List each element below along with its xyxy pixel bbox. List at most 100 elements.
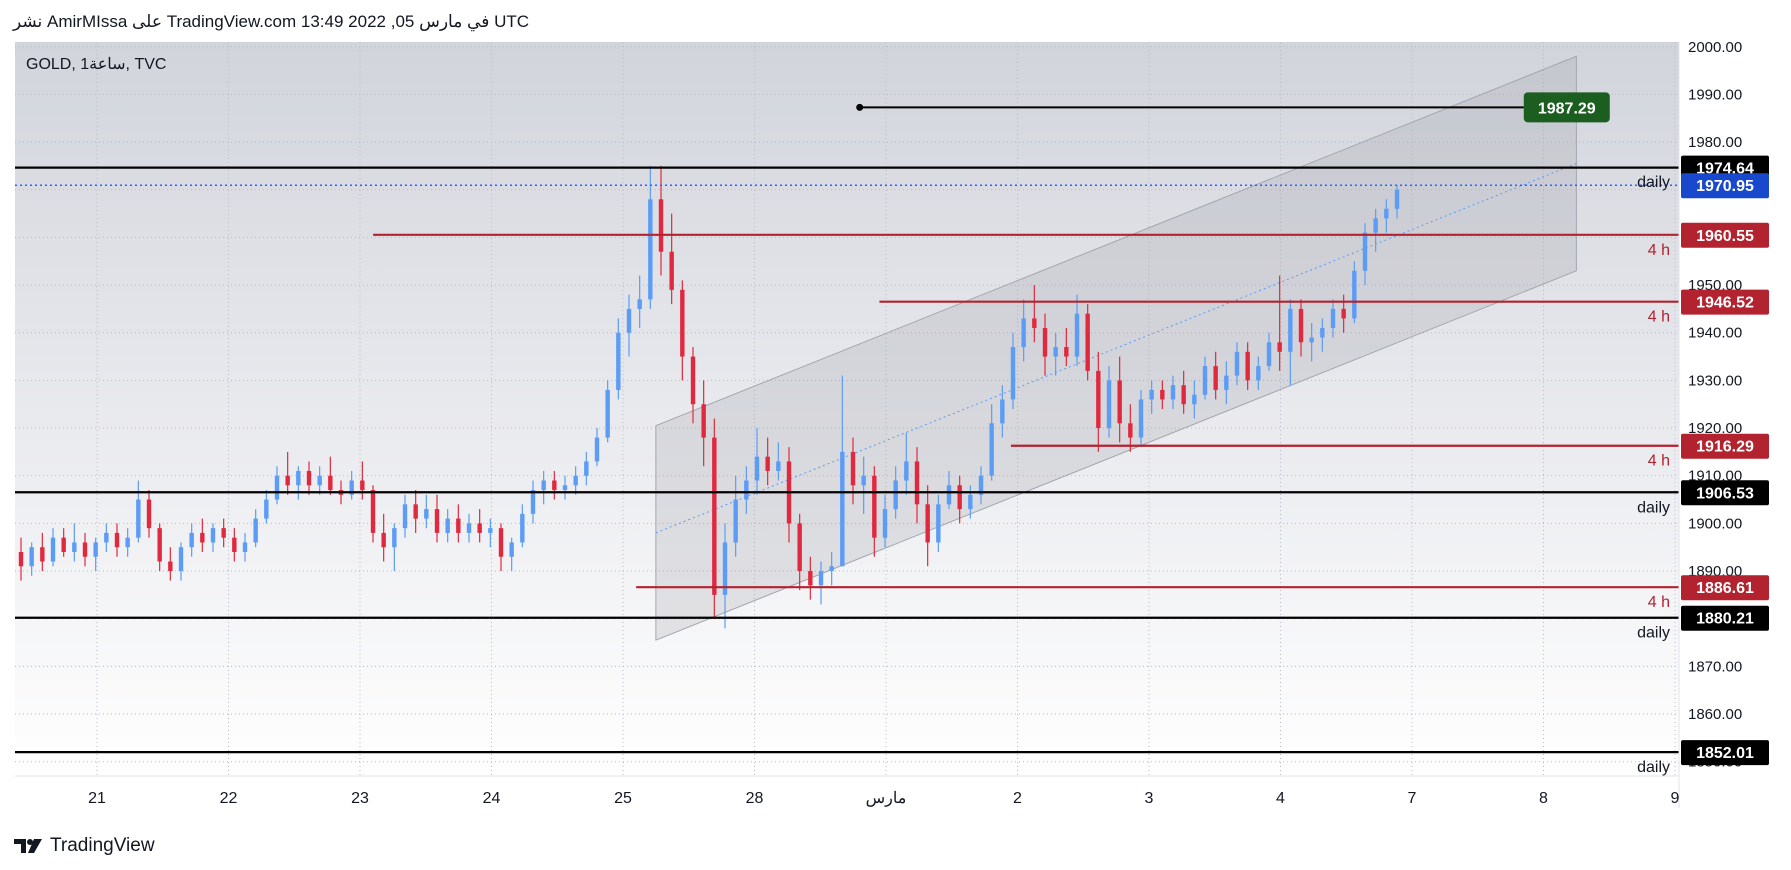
candle-body [818,571,824,586]
candle-body [1373,218,1378,233]
candle-body [349,480,354,495]
candle-body [680,289,685,357]
h4-level-badge [1681,289,1769,315]
time-tick-label: مارس [866,790,907,807]
candle-body [978,475,984,495]
candle-body [509,542,514,557]
candle-body [200,532,205,543]
candle-body [1010,347,1016,400]
price-axis[interactable]: 1850.001860.001870.001880.001890.001900.… [1688,39,1742,771]
daily-level-tag: daily [1637,499,1670,516]
candle-body [936,504,941,543]
candle-body [125,537,130,548]
h4-level-badge-label: 1946.52 [1696,295,1754,312]
candle-body [1362,232,1368,271]
candle-body [1394,189,1400,209]
candle-body [72,542,77,552]
candle-body [690,356,696,405]
candles [18,165,1400,629]
h4-level-badge [1681,433,1769,459]
candle-body [914,461,920,505]
candle-body [104,532,109,543]
candle-body [445,518,450,533]
candle-body [626,308,632,333]
candle-body [402,504,408,529]
price-badges: 1974.641906.531880.211852.011960.551946.… [1681,155,1769,766]
candle-body [872,475,877,538]
candle-body [1032,318,1037,328]
candle-body [1106,380,1112,429]
daily-level-tag: daily [1637,625,1670,642]
candle-body [733,499,738,543]
time-tick-label: 21 [88,790,106,807]
time-tick-label: 7 [1408,790,1417,807]
daily-level-badge-label: 1852.01 [1696,745,1754,762]
candle-body [456,518,461,533]
candle-body [61,537,66,552]
candle-body [488,528,493,533]
candle-body [552,480,557,491]
candle-body [1138,399,1144,438]
candle-body [381,532,386,548]
h4-level-badge-label: 1960.55 [1696,228,1754,245]
candle-body [18,551,24,567]
time-tick-label: 3 [1145,790,1154,807]
h4-level-badge-label: 1886.61 [1696,580,1754,597]
candle-body [1096,370,1101,429]
candle-body [434,509,440,533]
candle-body [808,571,813,586]
candle-body [1288,308,1293,352]
candle-body [50,537,56,562]
candle-body [221,528,226,538]
candle-body [392,528,397,548]
candle-body [1384,208,1389,219]
target-line[interactable]: 1987.29 [856,92,1610,123]
candle-body [1213,366,1218,390]
candle-body [754,456,760,481]
candle-body [776,461,781,471]
candle-body [562,485,568,491]
candle-body [1266,342,1272,367]
levels: daily daily daily 4 h 4 h 4 h 4 h daily [15,166,1679,776]
channel-median-line [655,163,1577,534]
candle-body [1277,342,1282,352]
candle-body [1074,313,1080,357]
h4-level-badge [1681,575,1769,601]
time-tick-label: 25 [614,790,632,807]
candle-body [466,523,472,533]
price-tick-label: 1940.00 [1688,325,1742,342]
h4-level-tag: 4 h [1648,309,1670,326]
candle-body [722,542,728,595]
candle-body [797,523,802,572]
candle-body [840,451,845,567]
candle-body [157,528,162,562]
candle-body [1320,327,1325,338]
symbol-label: GOLD, 1ساعة, TVC [26,56,166,73]
candle-body [1330,308,1336,328]
time-axis[interactable]: 21 22 23 24 25 28 مارس 2 3 4 7 8 9 [88,790,1679,807]
candle-body [1298,308,1304,343]
price-chart[interactable]: daily daily daily 4 h 4 h 4 h 4 h daily 1987.29… [0,0,1791,830]
candle-body [1341,308,1346,319]
daily-level-badge-label: 1906.53 [1696,485,1754,502]
candle-body [946,485,952,505]
daily-level-tag: daily [1637,759,1670,776]
h4-level-tag: 4 h [1648,453,1670,470]
candle-body [1309,337,1314,343]
candle-body [658,199,664,252]
tradingview-footer[interactable]: TradingView [14,835,155,857]
candle-body [1234,351,1240,376]
candle-body [242,542,248,552]
candle-body [498,528,504,557]
candle-body [829,566,834,572]
candle-body [317,475,322,486]
candle-body [1085,313,1090,371]
target-price-label: 1987.29 [1538,100,1596,117]
candle-body [850,451,856,486]
candle-body [1256,366,1261,381]
candle-body [1181,385,1186,405]
target-price-box [1523,92,1610,123]
candle-body [1352,270,1357,319]
candle-body [1021,318,1026,348]
daily-level-badge [1681,740,1769,766]
